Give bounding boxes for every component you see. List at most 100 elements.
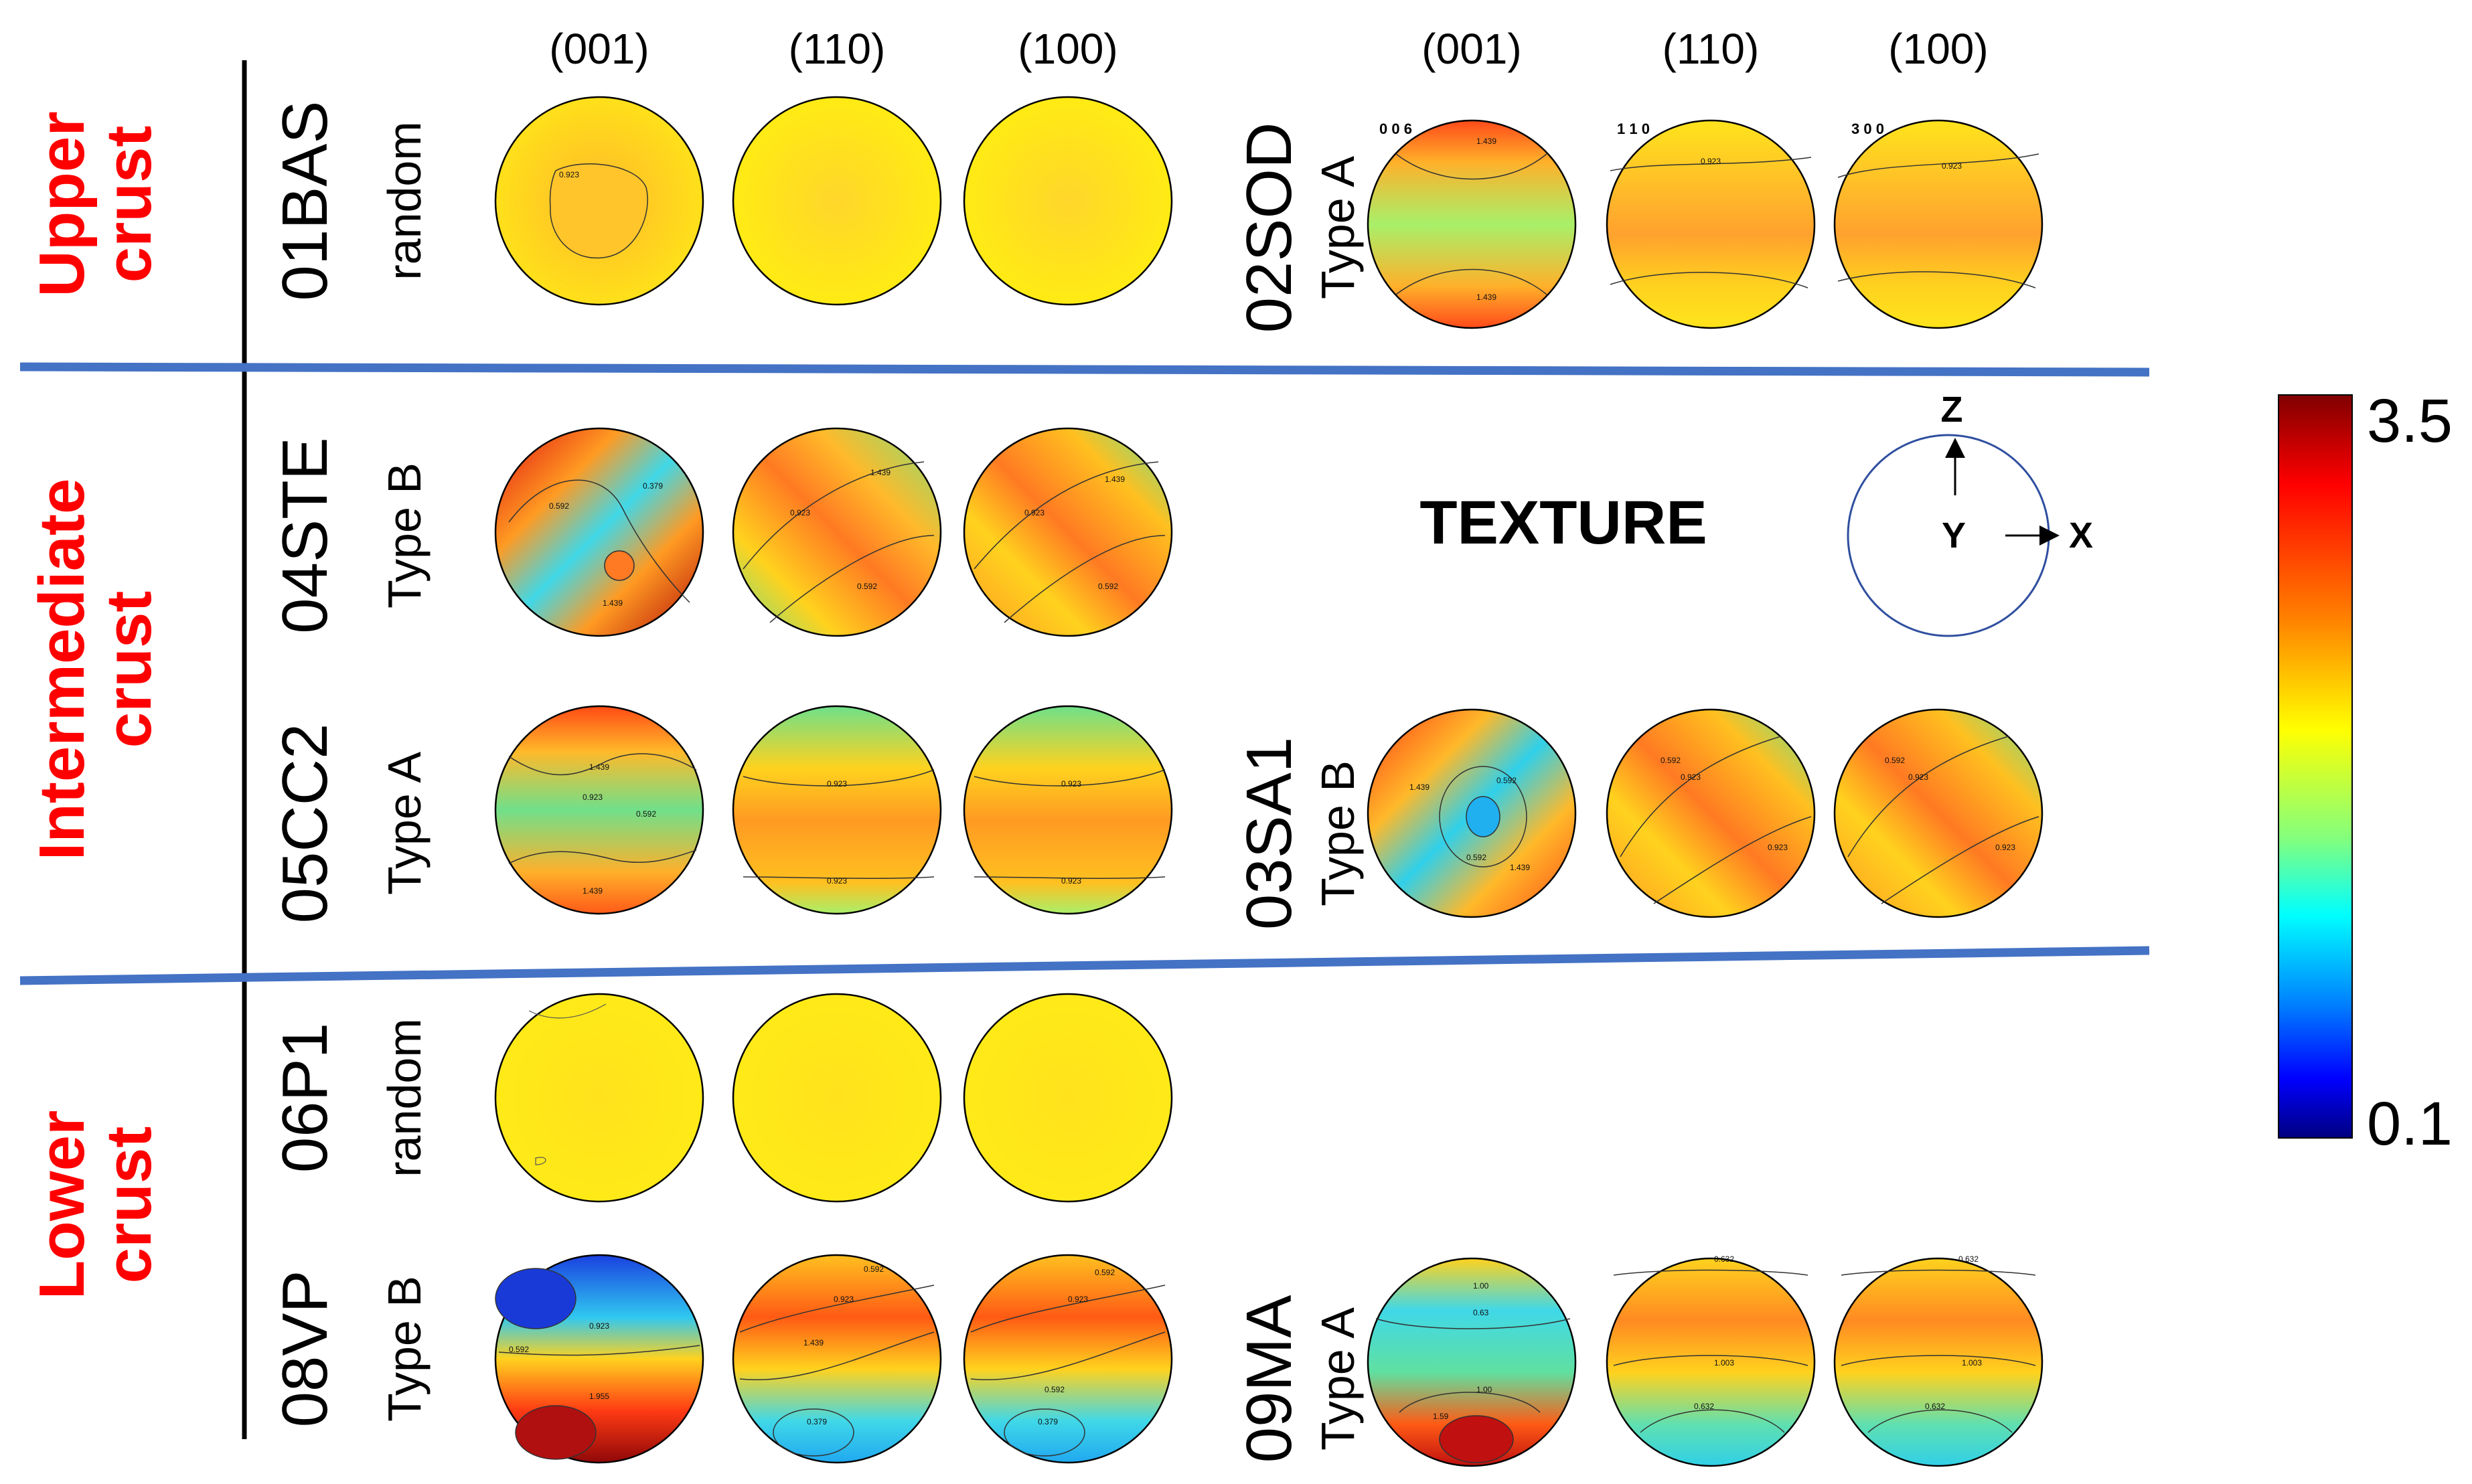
- contour-label: 0.923: [583, 793, 603, 802]
- sample-label-02SOD: 02SOD Type A: [1233, 122, 1364, 333]
- contour-label: 0.923: [589, 1321, 609, 1331]
- sample-label-04STE: 04STE Type B: [269, 437, 431, 633]
- contour-label: 0.923: [1024, 508, 1045, 517]
- contour-label: 0.379: [807, 1417, 827, 1426]
- contour-label: 0.923: [1681, 772, 1701, 782]
- contour-label: 1.003: [1714, 1358, 1734, 1368]
- z-axis-label: Z: [1941, 390, 1963, 430]
- contour-label: 1.439: [603, 598, 623, 608]
- contour-label: 0.592: [1885, 756, 1905, 765]
- axes-diagram: Z Y X: [1847, 390, 2093, 637]
- svg-text:Intermediate: Intermediate: [26, 479, 98, 861]
- contour-label: 1.00: [1476, 1385, 1492, 1394]
- contour-label: 0.632: [1694, 1402, 1714, 1411]
- contour-label: 0.923: [1942, 161, 1962, 171]
- contour-label: 1.59: [1433, 1412, 1449, 1421]
- contour-label: 0.592: [1660, 756, 1681, 765]
- svg-text:random: random: [378, 1018, 431, 1177]
- contour-label: 0.592: [857, 582, 877, 591]
- contour-label: 0.632: [1958, 1254, 1979, 1264]
- pole-figure-01BAS-001: 0.923: [494, 96, 704, 306]
- contour-label: 0.379: [643, 481, 663, 491]
- sample-label-08VP: 08VP Type B: [269, 1270, 431, 1428]
- svg-text:Type A: Type A: [1312, 156, 1364, 299]
- header-001-left: (001): [549, 25, 649, 73]
- colorbar-max-label: 3.5: [2367, 387, 2453, 455]
- crust-label-upper: Upper crust: [26, 111, 165, 297]
- contour-label: 0.632: [1714, 1254, 1734, 1264]
- contour-label: 1.00: [1473, 1281, 1489, 1291]
- contour-label: 0.923: [790, 508, 810, 517]
- pole-figure-09MA-001: 1.00 0.63 1.00 1.59: [1367, 1257, 1577, 1467]
- svg-text:Type A: Type A: [1312, 1307, 1364, 1451]
- svg-text:crust: crust: [93, 1127, 165, 1284]
- pole-figure-05CC2-001: 1.439 0.923 0.592 1.439: [494, 705, 704, 915]
- contour-label: 1.439: [1476, 293, 1496, 302]
- pole-figure-08VP-001: 0.592 0.923 1.955: [494, 1254, 704, 1464]
- pole-figure-02SOD-001: 1.439 1.439 0 0 6: [1367, 119, 1577, 329]
- pole-figure-02SOD-110: 0.923 1 1 0: [1606, 119, 1816, 329]
- y-axis-label: Y: [1942, 515, 1966, 556]
- pole-figure-03SA1-100: 0.592 0.923 0.923: [1833, 708, 2043, 918]
- contour-label: 1.439: [583, 886, 603, 896]
- svg-text:Type B: Type B: [1312, 760, 1364, 906]
- contour-label: 0.592: [549, 501, 569, 511]
- pole-figure-03SA1-110: 0.592 0.923 0.923: [1606, 708, 1816, 918]
- contour-label: 0.923: [834, 1295, 854, 1304]
- contour-label: 0.923: [1768, 843, 1788, 852]
- svg-text:09MA: 09MA: [1233, 1295, 1305, 1463]
- pole-figure-04STE-001: 0.592 0.379 1.439: [494, 427, 704, 637]
- contour-label: 1.955: [589, 1392, 609, 1401]
- svg-text:06P1: 06P1: [269, 1023, 341, 1173]
- contour-label: 1.003: [1962, 1358, 1982, 1368]
- contour-label: 1.439: [1105, 475, 1125, 484]
- plane-headers: (001) (110) (100) (001) (110) (100): [549, 25, 1988, 73]
- pole-figure-08VP-110: 0.592 0.923 1.439 0.379: [732, 1254, 942, 1464]
- svg-text:02SOD: 02SOD: [1233, 122, 1305, 333]
- sample-label-05CC2: 05CC2 Type A: [269, 724, 431, 924]
- pole-figure-06P1-001: [494, 993, 704, 1203]
- svg-text:Type B: Type B: [378, 1276, 431, 1422]
- contour-label: 1.439: [1476, 137, 1496, 146]
- pole-figure-09MA-100: 0.632 1.003 0.632: [1833, 1254, 2043, 1467]
- contour-label: 0.592: [1466, 853, 1486, 862]
- contour-label: 1.439: [1409, 782, 1430, 792]
- colorbar-min-label: 0.1: [2367, 1090, 2453, 1158]
- pole-figure-08VP-100: 0.592 0.923 0.592 0.379: [963, 1254, 1173, 1464]
- header-100-right: (100): [1888, 25, 1988, 73]
- intermediate-lower-divider: [19, 946, 2150, 985]
- contour-label: 0.592: [864, 1264, 884, 1274]
- pole-figure-05CC2-110: 0.923 0.923: [732, 705, 942, 915]
- contour-label: 0.592: [1496, 776, 1517, 785]
- pole-figure-01BAS-110: [732, 96, 942, 306]
- header-110-right: (110): [1663, 25, 1760, 73]
- colorbar: 3.5 0.1: [2278, 387, 2453, 1158]
- contour-label: 1.439: [870, 468, 891, 477]
- header-001-right: (001): [1421, 25, 1521, 73]
- pole-figure-06P1-110: [732, 993, 942, 1203]
- svg-text:01BAS: 01BAS: [269, 101, 341, 301]
- sample-label-03SA1: 03SA1 Type B: [1233, 737, 1364, 930]
- svg-text:crust: crust: [93, 126, 165, 283]
- contour-label: 1.439: [589, 762, 609, 772]
- contour-label: 0.923: [827, 779, 847, 789]
- miller-label-110: 1 1 0: [1617, 120, 1650, 137]
- svg-text:random: random: [378, 121, 431, 280]
- contour-label: 0.923: [559, 170, 579, 179]
- pole-figure-04STE-100: 0.923 1.439 0.592: [963, 427, 1173, 637]
- pole-figure-03SA1-001: 0.592 0.592 1.439 1.439: [1367, 708, 1577, 918]
- colorbar-gradient: [2278, 394, 2353, 1139]
- svg-text:Type B: Type B: [378, 463, 431, 608]
- svg-text:03SA1: 03SA1: [1233, 737, 1305, 930]
- pole-figure-06P1-100: [963, 993, 1173, 1203]
- contour-label: 0.592: [1045, 1385, 1065, 1394]
- svg-text:05CC2: 05CC2: [269, 724, 341, 924]
- contour-label: 0.592: [1095, 1268, 1115, 1277]
- pole-figure-02SOD-100: 0.923 3 0 0: [1833, 119, 2043, 329]
- miller-label-300: 3 0 0: [1851, 120, 1884, 137]
- contour-label: 0.923: [1908, 772, 1928, 782]
- contour-label: 0.592: [1098, 582, 1118, 591]
- svg-text:04STE: 04STE: [269, 437, 341, 633]
- texture-heading: TEXTURE: [1419, 489, 1707, 557]
